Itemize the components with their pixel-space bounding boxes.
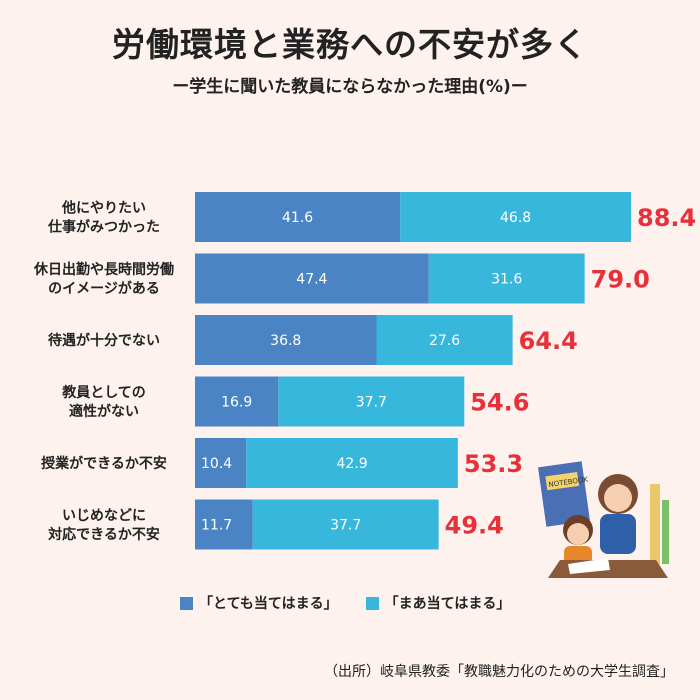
data-label-series2: 27.6 bbox=[429, 333, 460, 349]
legend: 「とても当てはまる」 「まあ当てはまる」 bbox=[180, 593, 510, 613]
bar-series1 bbox=[195, 438, 247, 488]
bar-series2 bbox=[400, 192, 631, 242]
legend-item-series2: 「まあ当てはまる」 bbox=[365, 593, 511, 613]
category-label: 休日出勤や長時間労働 bbox=[33, 261, 174, 278]
data-label-series2: 46.8 bbox=[500, 210, 531, 226]
bar-series2 bbox=[252, 499, 439, 550]
category-label: 適性がない bbox=[69, 403, 139, 420]
bar-series1 bbox=[195, 376, 279, 427]
teacher-student-illustration: NOTEBOOK bbox=[538, 461, 669, 578]
category-label: のイメージがある bbox=[48, 280, 160, 297]
bar-series1 bbox=[195, 253, 429, 304]
total-label: 88.4 bbox=[637, 204, 696, 232]
chart-title: 労働環境と業務への不安が多く bbox=[112, 25, 588, 64]
total-label: 49.4 bbox=[445, 512, 504, 540]
total-label: 64.4 bbox=[519, 327, 578, 355]
chart-subtitle: ー学生に聞いた教員にならなかった理由(%)ー bbox=[172, 77, 528, 97]
legend-swatch-series2 bbox=[365, 596, 379, 610]
data-label-series2: 42.9 bbox=[337, 456, 368, 472]
category-label: いじめなどに bbox=[62, 508, 146, 524]
data-label-series1: 36.8 bbox=[270, 333, 301, 349]
category-label: 仕事がみつかった bbox=[47, 219, 160, 236]
category-label: 対応できるか不安 bbox=[47, 526, 160, 543]
category-label: 待遇が十分でない bbox=[48, 332, 160, 349]
data-label-series1: 10.4 bbox=[201, 456, 232, 472]
data-label-series1: 16.9 bbox=[221, 395, 252, 411]
bar-series1 bbox=[195, 315, 377, 365]
legend-label-series2: 「まあ当てはまる」 bbox=[384, 596, 511, 612]
bar-series2 bbox=[246, 438, 458, 488]
legend-label-series1: 「とても当てはまる」 bbox=[199, 596, 338, 612]
bar-series1 bbox=[195, 192, 401, 242]
category-label: 他にやりたい bbox=[61, 200, 146, 217]
bar-series2 bbox=[278, 376, 465, 427]
category-label: 教員としての bbox=[62, 384, 146, 401]
legend-item-series1: 「とても当てはまる」 bbox=[180, 593, 338, 613]
data-label-series2: 37.7 bbox=[356, 395, 387, 411]
data-label-series1: 41.6 bbox=[282, 210, 313, 226]
total-label: 79.0 bbox=[591, 266, 650, 294]
data-label-series2: 37.7 bbox=[330, 518, 361, 534]
data-label-series2: 31.6 bbox=[491, 272, 522, 288]
bar-series1 bbox=[195, 499, 253, 550]
data-label-series1: 11.7 bbox=[201, 518, 232, 534]
source-note: （出所）岐阜県教委「教職魅力化のための大学生調査」 bbox=[324, 664, 674, 680]
category-label: 授業ができるか不安 bbox=[41, 455, 167, 472]
total-label: 54.6 bbox=[470, 389, 529, 417]
bar-series2 bbox=[428, 253, 585, 304]
data-label-series1: 47.4 bbox=[296, 272, 327, 288]
legend-swatch-series1 bbox=[180, 596, 193, 610]
total-label: 53.3 bbox=[464, 450, 523, 478]
bar-series2 bbox=[376, 315, 513, 365]
